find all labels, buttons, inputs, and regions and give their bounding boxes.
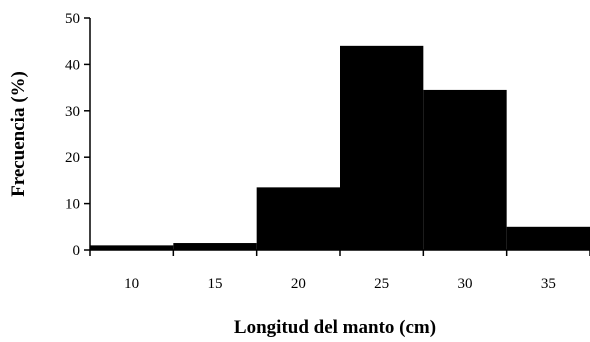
y-tick-label: 10 bbox=[65, 197, 80, 213]
y-tick-label: 20 bbox=[65, 150, 80, 166]
bar-25 bbox=[340, 45, 424, 251]
bar-20 bbox=[256, 187, 340, 250]
x-tick-label: 20 bbox=[291, 276, 306, 292]
x-tick-label: 15 bbox=[208, 276, 223, 292]
x-tick-label: 10 bbox=[124, 276, 139, 292]
x-ticks-layer: 10 15 20 25 30 35 bbox=[89, 250, 590, 292]
x-tick-label: 25 bbox=[374, 276, 389, 292]
y-tick-label: 50 bbox=[65, 11, 80, 27]
bar-10 bbox=[90, 245, 174, 250]
y-tick-label: 0 bbox=[73, 243, 81, 259]
x-tick-label: 35 bbox=[541, 276, 556, 292]
x-tick-label: 30 bbox=[458, 276, 473, 292]
y-ticks-layer: 0 10 20 30 40 50 bbox=[65, 11, 90, 259]
bar-15 bbox=[173, 243, 257, 250]
y-tick-label: 30 bbox=[65, 104, 80, 120]
y-tick-label: 40 bbox=[65, 57, 80, 73]
bar-35 bbox=[506, 226, 590, 250]
y-axis-title: Frecuencia (%) bbox=[8, 71, 29, 197]
x-axis-title: Longitud del manto (cm) bbox=[234, 317, 436, 337]
bars-layer bbox=[90, 45, 590, 251]
bar-30 bbox=[423, 89, 507, 250]
